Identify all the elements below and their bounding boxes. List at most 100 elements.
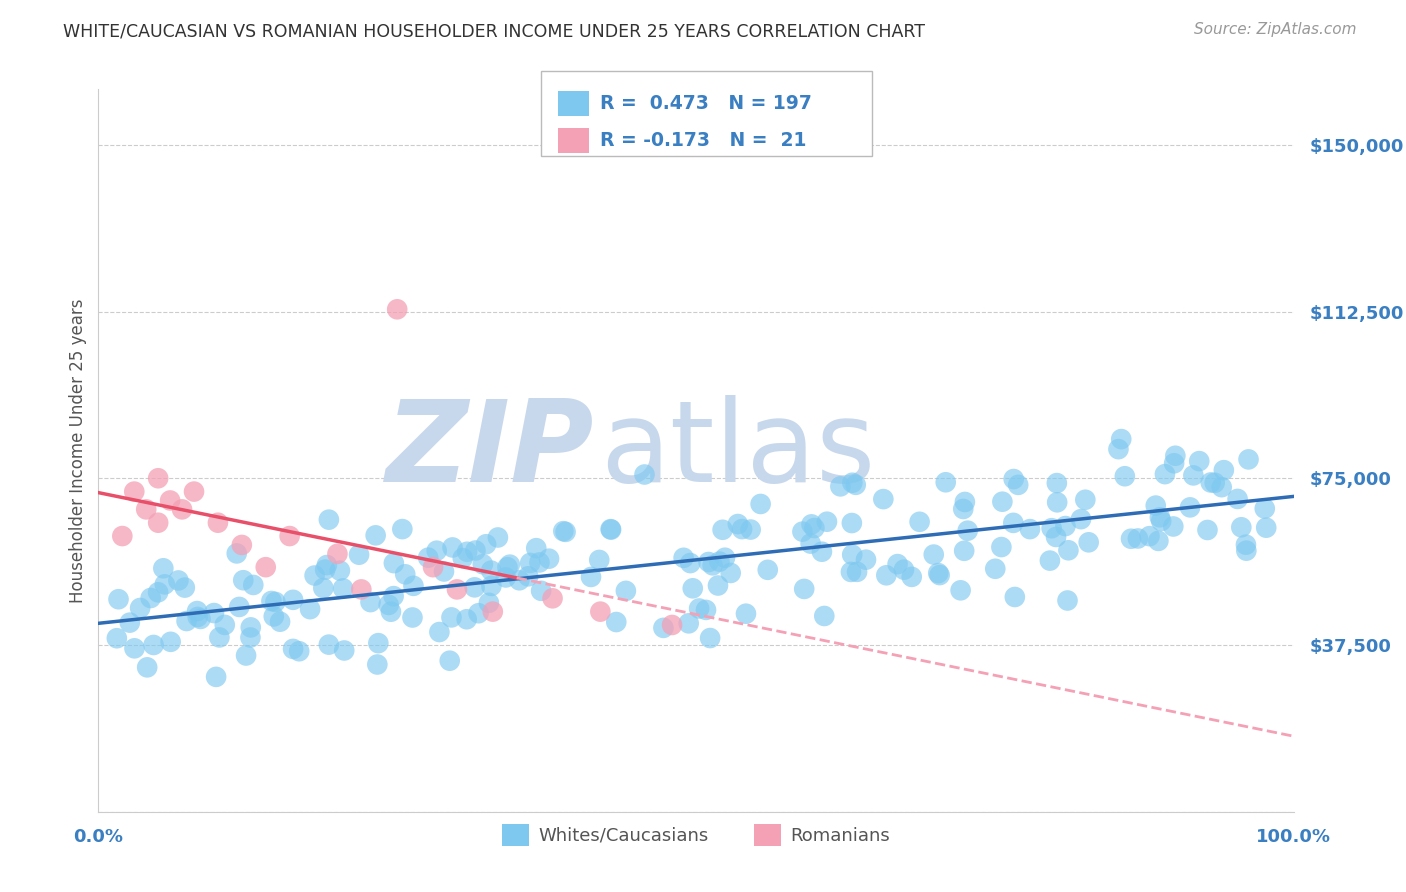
Point (1054, 519, 1077, 533)
Point (1234, 538, 1257, 552)
Point (682, 582, 704, 596)
Point (1144, 499, 1167, 513)
Point (1254, 501, 1277, 516)
Point (159, 493, 181, 508)
Point (380, 605, 402, 619)
Point (1045, 530, 1067, 544)
Point (440, 610, 463, 624)
Point (429, 625, 451, 640)
Point (935, 475, 957, 490)
Point (260, 594, 283, 608)
Point (1182, 468, 1205, 483)
Point (846, 565, 869, 579)
Point (1204, 475, 1226, 490)
Point (1040, 521, 1063, 535)
Point (350, 582, 373, 597)
Point (153, 577, 176, 591)
Point (214, 618, 236, 632)
Point (418, 550, 440, 565)
Point (731, 522, 754, 536)
Point (714, 550, 737, 565)
Point (205, 670, 228, 684)
Point (756, 563, 779, 577)
Point (1178, 500, 1201, 515)
Point (727, 516, 749, 531)
Point (1234, 543, 1257, 558)
Point (382, 589, 405, 603)
Point (1070, 512, 1092, 526)
Point (1212, 463, 1234, 477)
Point (146, 585, 169, 599)
Point (107, 592, 129, 607)
Point (401, 610, 423, 624)
Point (841, 475, 863, 490)
Point (508, 574, 530, 588)
Point (1211, 480, 1233, 494)
Point (875, 568, 897, 582)
Point (426, 543, 449, 558)
Text: R =  0.473   N = 197: R = 0.473 N = 197 (600, 94, 813, 113)
Point (530, 583, 553, 598)
Point (242, 578, 264, 592)
Point (482, 605, 505, 619)
Point (841, 516, 863, 530)
Point (830, 479, 852, 493)
Point (366, 657, 388, 672)
Point (839, 565, 862, 579)
Point (451, 551, 474, 566)
Point (893, 563, 915, 577)
Point (139, 591, 162, 605)
Point (264, 595, 287, 609)
Point (464, 580, 486, 594)
Point (111, 529, 134, 543)
Point (314, 563, 336, 577)
Point (1154, 467, 1177, 482)
Point (235, 648, 257, 663)
Point (124, 484, 146, 499)
Point (202, 606, 225, 620)
Point (278, 529, 301, 543)
Point (176, 614, 198, 628)
Point (709, 555, 731, 569)
Point (269, 615, 291, 629)
Point (735, 607, 758, 621)
Point (928, 568, 950, 582)
Point (949, 583, 972, 598)
Point (872, 492, 894, 507)
Point (845, 478, 868, 492)
Point (588, 553, 610, 567)
Point (364, 528, 387, 542)
Point (105, 631, 128, 645)
Point (589, 605, 612, 619)
Point (1256, 521, 1278, 535)
Point (441, 541, 464, 555)
Point (679, 556, 702, 570)
Point (186, 604, 208, 618)
Point (1199, 475, 1222, 490)
Point (1163, 456, 1185, 470)
Point (167, 574, 190, 588)
Point (281, 641, 304, 656)
Point (695, 603, 717, 617)
Point (672, 550, 695, 565)
Point (288, 644, 311, 658)
Point (749, 497, 772, 511)
Point (332, 582, 354, 596)
Text: Source: ZipAtlas.com: Source: ZipAtlas.com (1194, 22, 1357, 37)
Point (118, 615, 141, 630)
Point (385, 302, 409, 317)
Point (239, 620, 262, 634)
Point (855, 552, 877, 566)
Text: atlas: atlas (600, 395, 876, 506)
Point (991, 494, 1014, 508)
Point (699, 631, 721, 645)
Point (478, 596, 501, 610)
Point (519, 556, 541, 570)
Point (811, 545, 834, 559)
Point (1019, 522, 1042, 536)
Point (312, 581, 335, 595)
Point (953, 543, 976, 558)
Y-axis label: Householder Income Under 25 years: Householder Income Under 25 years (69, 298, 87, 603)
Point (800, 536, 823, 550)
Point (318, 638, 340, 652)
